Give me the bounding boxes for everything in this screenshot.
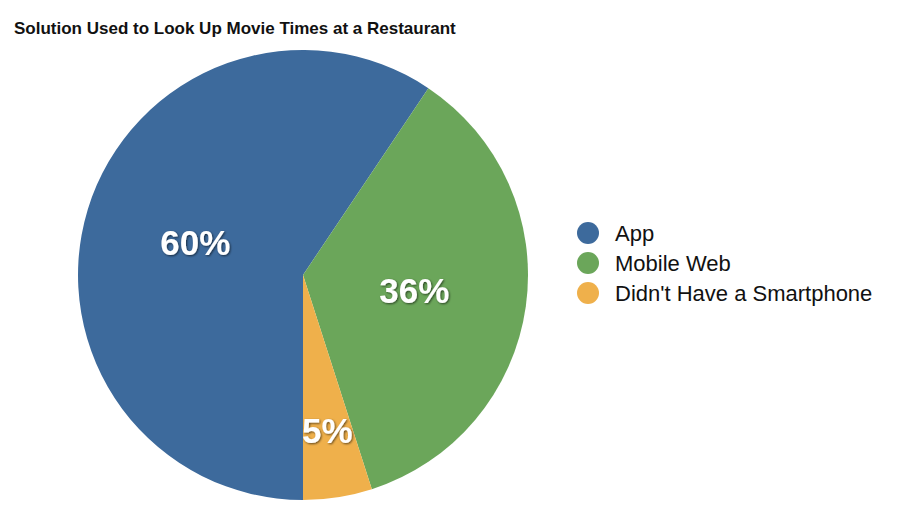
legend-swatch xyxy=(577,252,599,274)
data-labels: 60% 36% 5% xyxy=(160,223,449,450)
title: Solution Used to Look Up Movie Times at … xyxy=(14,19,456,38)
data-label: 5% xyxy=(302,411,353,450)
legend-swatch xyxy=(577,282,599,304)
legend-label: App xyxy=(615,221,654,246)
chart: Solution Used to Look Up Movie Times at … xyxy=(0,0,923,510)
pie-slice xyxy=(303,275,372,500)
data-label: 60% xyxy=(160,223,230,262)
legend-label: Mobile Web xyxy=(615,251,731,276)
legend: App Mobile Web Didn't Have a Smartphone xyxy=(577,221,872,306)
data-label: 36% xyxy=(379,271,449,310)
legend-swatch xyxy=(577,222,599,244)
legend-label: Didn't Have a Smartphone xyxy=(615,281,872,306)
slices xyxy=(78,50,528,500)
pie-slice xyxy=(303,88,528,489)
